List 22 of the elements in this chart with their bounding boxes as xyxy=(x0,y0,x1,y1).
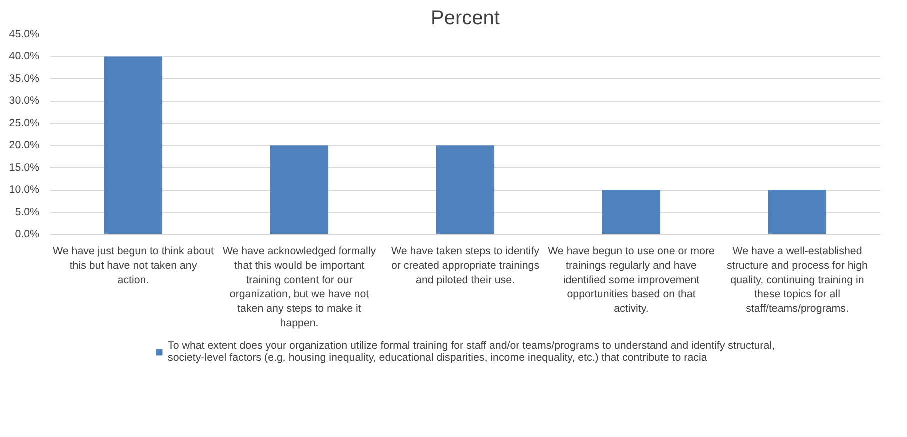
y-tick-label: 30.0% xyxy=(9,95,40,108)
y-tick-label: 25.0% xyxy=(9,117,40,130)
y-tick-label: 35.0% xyxy=(9,72,40,85)
legend-label: To what extent does your organization utilize formal training for staff and/or teams/programs to understand and identify structural, society-level factors (e.g. housing inequality, educational disparities, income inequality, etc.) that contribute to racia xyxy=(168,340,775,364)
y-tick-label: 15.0% xyxy=(9,162,40,174)
x-tick-label: We have begun to use one or more trainings regularly and have identified some improvement opportunities based on that activity. xyxy=(548,246,715,316)
chart-title: Percent xyxy=(431,8,500,30)
x-tick-label: We have a well-established structure and process for high quality, continuing training in these topics for all staff/teams/programs. xyxy=(727,246,868,316)
x-tick-label: We have acknowledged formally that this would be important training content for our organization, but we have not taken any steps to make it happen. xyxy=(222,246,377,330)
x-tick-label: We have taken steps to identify or created appropriate trainings and piloted their use. xyxy=(391,246,540,286)
bar xyxy=(436,146,495,234)
bar xyxy=(768,190,827,234)
y-tick-label: 45.0% xyxy=(9,28,40,40)
y-tick-label: 0.0% xyxy=(15,228,40,240)
bar xyxy=(270,146,329,234)
bar xyxy=(104,56,163,234)
y-tick-label: 10.0% xyxy=(9,184,40,196)
y-tick-label: 5.0% xyxy=(15,206,40,218)
y-tick-label: 40.0% xyxy=(9,50,40,63)
y-tick-label: 20.0% xyxy=(9,140,40,152)
bar xyxy=(602,190,661,234)
x-tick-label: We have just begun to think about this but have not taken any action. xyxy=(53,246,214,286)
